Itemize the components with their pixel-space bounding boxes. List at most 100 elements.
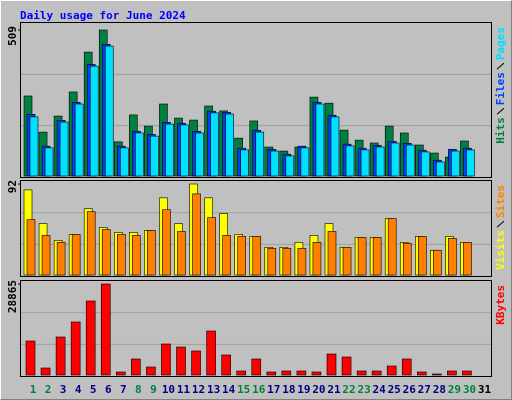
bar [131,358,141,376]
bar [44,147,54,177]
bar [296,370,307,376]
bar [116,371,126,376]
bar [56,242,66,276]
x-tick-label: 27 [418,383,431,396]
bar [356,370,367,376]
bar [225,113,234,177]
bar [416,371,427,376]
bar [345,145,355,177]
bar [86,211,96,276]
bar [207,217,216,276]
x-tick-label: 8 [135,383,142,396]
bar [297,247,307,276]
x-tick-label: 22 [342,383,355,396]
bar [357,237,367,276]
bar [448,238,457,276]
bar [100,283,111,376]
bar [326,353,337,376]
bar [312,242,322,276]
bar [191,350,201,376]
legend-label: KBytes [494,285,507,325]
bar [447,370,457,376]
bar [387,218,397,276]
x-tick-label: 7 [120,383,127,396]
x-tick-label: 16 [252,383,266,396]
bar [433,249,442,276]
bar [240,149,249,177]
y-tick-label: 92 [6,180,19,193]
x-tick-label: 10 [162,383,175,396]
bar [210,112,219,177]
legend-label: Hits [494,117,507,144]
bar [135,132,144,177]
x-tick-label: 14 [222,383,236,396]
bar [432,373,442,376]
bar [176,346,186,376]
bar [311,371,322,376]
bar [341,356,352,376]
bar [70,321,81,376]
x-tick-label: 13 [207,383,220,396]
bar [372,237,382,276]
bar [162,209,171,276]
bar [267,247,277,276]
bar [117,234,126,276]
bar [236,370,246,376]
x-tick-label: 5 [90,383,97,396]
bar [436,161,445,177]
y-tick-label: 509 [6,26,19,46]
x-tick-label: 25 [388,383,401,396]
x-tick-label: 4 [75,383,82,396]
bar [300,147,310,177]
bar [192,193,201,276]
bar [360,149,370,177]
x-tick-label: 3 [60,383,67,396]
x-tick-label: 6 [105,383,112,396]
bar [150,135,159,177]
bar [25,340,36,376]
bar [281,370,292,376]
bar [327,231,337,276]
bar [270,150,280,177]
bar [405,144,415,177]
bar [55,336,66,376]
legend-separator [496,62,505,70]
bar [390,142,400,177]
bar [462,370,472,376]
x-tick-label: 17 [267,383,280,396]
x-tick-label: 2 [45,383,52,396]
bar [266,371,277,376]
bar [282,247,292,276]
x-tick-label: 9 [150,383,157,396]
bar [252,236,262,276]
bar [466,149,475,177]
bar [40,367,51,376]
bar [59,121,69,177]
bar [132,235,141,276]
x-tick-label: 20 [312,383,325,396]
bar [237,236,246,276]
x-tick-label: 23 [357,383,370,396]
bar [315,103,325,177]
bar [41,235,51,276]
x-tick-label: 28 [433,383,446,396]
bar [386,365,397,376]
bar [146,366,156,376]
bar [371,370,382,376]
x-tick-label: 21 [327,383,341,396]
bar [330,116,340,177]
x-tick-label: 18 [282,383,295,396]
x-tick-label: 19 [297,383,310,396]
bar [180,124,189,177]
x-tick-label: 31 [478,383,492,396]
bar [89,65,99,177]
bar [29,116,39,177]
bar [165,123,174,177]
legend-label: Sites [494,185,507,218]
x-tick-label: 29 [448,383,461,396]
x-tick-label: 24 [373,383,387,396]
bar [177,231,186,276]
bar [147,230,156,276]
x-tick-label: 26 [403,383,417,396]
